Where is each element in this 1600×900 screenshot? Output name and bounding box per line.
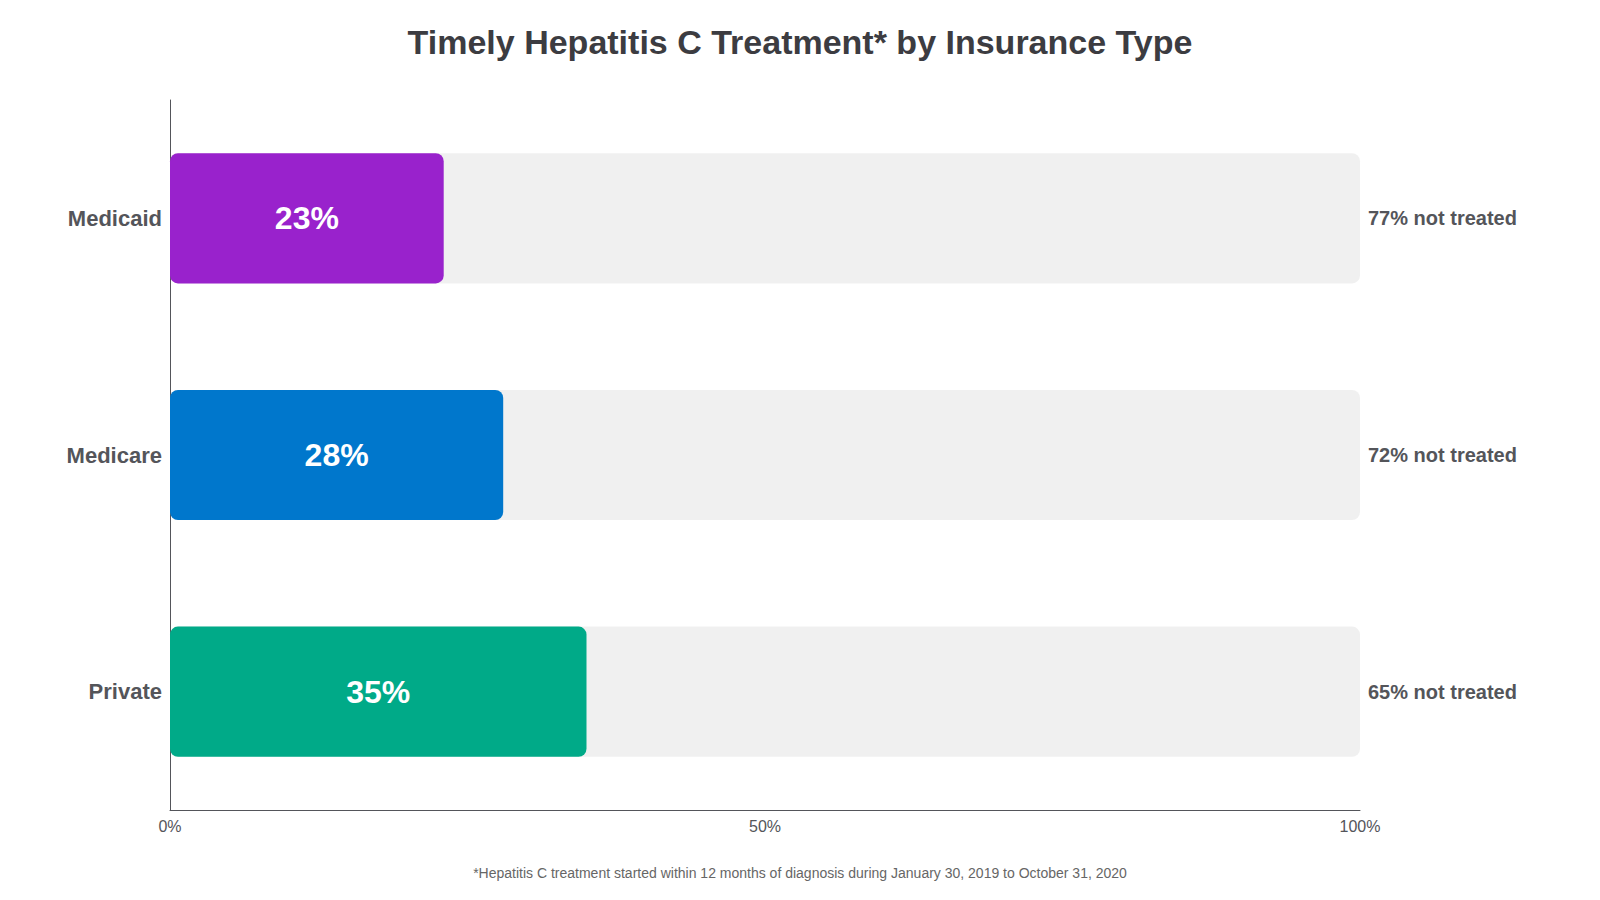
svg-text:50%: 50% <box>749 818 781 835</box>
svg-text:Timely Hepatitis C Treatment*: Timely Hepatitis C Treatment* by Insuran… <box>408 23 1193 61</box>
svg-text:72% not treated: 72% not treated <box>1368 444 1517 466</box>
svg-text:Private: Private <box>89 679 162 704</box>
svg-text:77% not treated: 77% not treated <box>1368 207 1517 229</box>
svg-text:Medicare: Medicare <box>67 443 162 468</box>
svg-text:28%: 28% <box>305 437 369 473</box>
svg-text:0%: 0% <box>158 818 181 835</box>
svg-text:35%: 35% <box>346 674 410 710</box>
svg-text:Medicaid: Medicaid <box>68 206 162 231</box>
svg-text:65% not treated: 65% not treated <box>1368 681 1517 703</box>
svg-text:*Hepatitis C treatment started: *Hepatitis C treatment started within 12… <box>473 865 1127 881</box>
svg-text:23%: 23% <box>275 200 339 236</box>
svg-text:100%: 100% <box>1340 818 1381 835</box>
